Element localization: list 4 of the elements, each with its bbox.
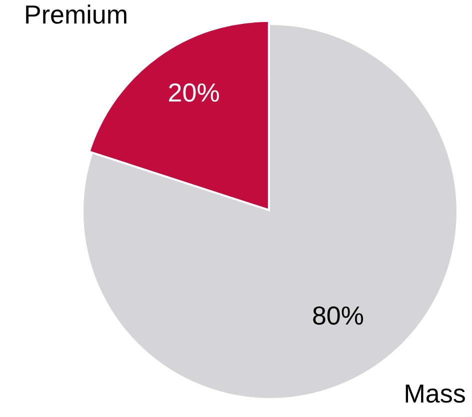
data-label: 80%: [312, 300, 364, 330]
data-label: 20%: [168, 78, 220, 108]
slice-label: Mass: [404, 378, 466, 409]
slice-label: Premium: [24, 0, 128, 30]
